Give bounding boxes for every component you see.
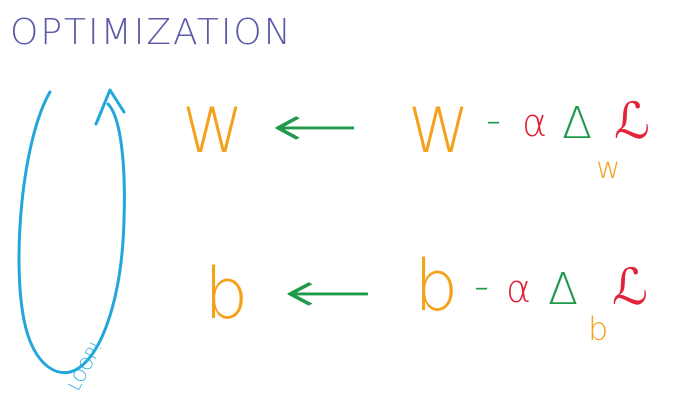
equation-weights: W ← W - α Δ w ℒ xyxy=(182,92,650,186)
eq2-alpha: α xyxy=(506,267,531,311)
eq2-minus: - xyxy=(474,261,489,310)
eq1-arrow: ← xyxy=(270,92,360,160)
eq2-arrow: ← xyxy=(282,258,374,326)
equation-bias: b ← b - α Δ b ℒ xyxy=(204,245,648,348)
eq1-param: W xyxy=(408,94,469,167)
loop-arrow: LOOP! xyxy=(17,88,126,394)
eq1-alpha: α xyxy=(522,101,547,145)
eq2-param: b xyxy=(414,245,458,327)
loop-label: LOOP! xyxy=(65,338,107,394)
eq1-nabla: Δ xyxy=(562,98,592,149)
eq1-lhs: W xyxy=(182,94,243,167)
eq2-subscript: b xyxy=(588,310,608,348)
eq1-minus: - xyxy=(486,95,501,144)
diagram-title: OPTIMIZATION xyxy=(10,12,293,53)
eq2-lhs: b xyxy=(204,253,248,335)
eq1-subscript: w xyxy=(596,151,621,186)
eq2-loss: ℒ xyxy=(612,258,648,316)
eq1-loss: ℒ xyxy=(614,92,650,150)
eq2-nabla: Δ xyxy=(548,264,578,315)
loop-ellipse xyxy=(17,90,126,375)
loop-arrowhead xyxy=(94,88,126,126)
